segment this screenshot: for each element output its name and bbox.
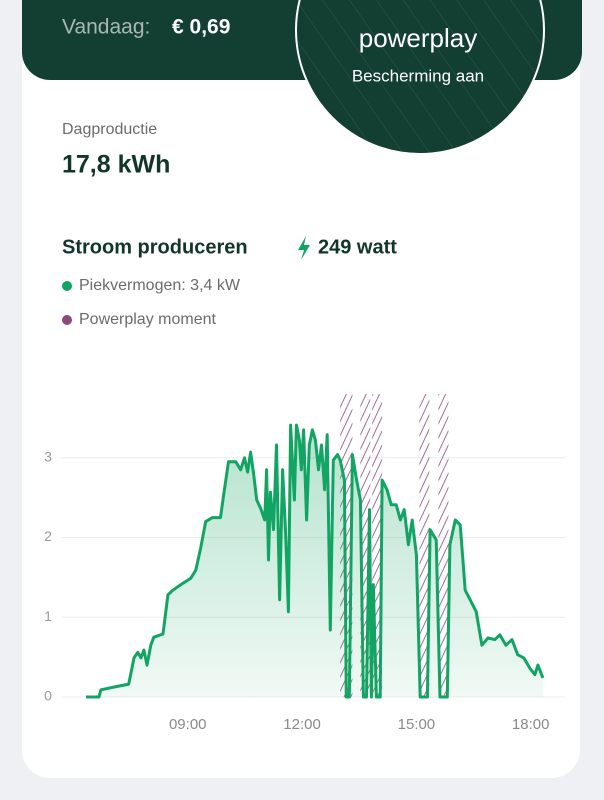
current-power: 249 watt bbox=[318, 236, 397, 258]
x-tick-label: 18:00 bbox=[512, 716, 550, 733]
legend-label: Powerplay moment bbox=[79, 311, 217, 328]
powerplay-moment bbox=[438, 394, 449, 697]
today-label: Vandaag: bbox=[62, 16, 150, 39]
y-tick-label: 0 bbox=[44, 688, 52, 704]
badge-title: powerplay bbox=[359, 23, 478, 53]
chart-title: Stroom produceren bbox=[62, 236, 248, 258]
y-tick-label: 3 bbox=[44, 448, 52, 464]
x-tick-label: 12:00 bbox=[283, 716, 321, 733]
x-tick-label: 15:00 bbox=[398, 716, 436, 733]
y-tick-label: 1 bbox=[44, 608, 52, 624]
powerplay-badge[interactable]: powerplay Bescherming aan bbox=[295, 0, 545, 155]
powerplay-moment bbox=[419, 394, 430, 697]
y-tick-label: 2 bbox=[44, 528, 52, 544]
legend-dot bbox=[62, 315, 72, 325]
x-tick-label: 09:00 bbox=[169, 716, 207, 733]
legend-label: Piekvermogen: 3,4 kW bbox=[79, 277, 241, 294]
today-value: € 0,69 bbox=[172, 16, 230, 39]
production-label: Dagproductie bbox=[62, 121, 157, 138]
legend-dot bbox=[62, 281, 72, 291]
powerplay-moment bbox=[360, 394, 371, 697]
powerplay-moment bbox=[372, 394, 383, 697]
production-value: 17,8 kWh bbox=[62, 151, 170, 179]
line bbox=[86, 423, 545, 699]
bolt-icon bbox=[298, 236, 310, 260]
badge-status: Bescherming aan bbox=[352, 66, 484, 85]
